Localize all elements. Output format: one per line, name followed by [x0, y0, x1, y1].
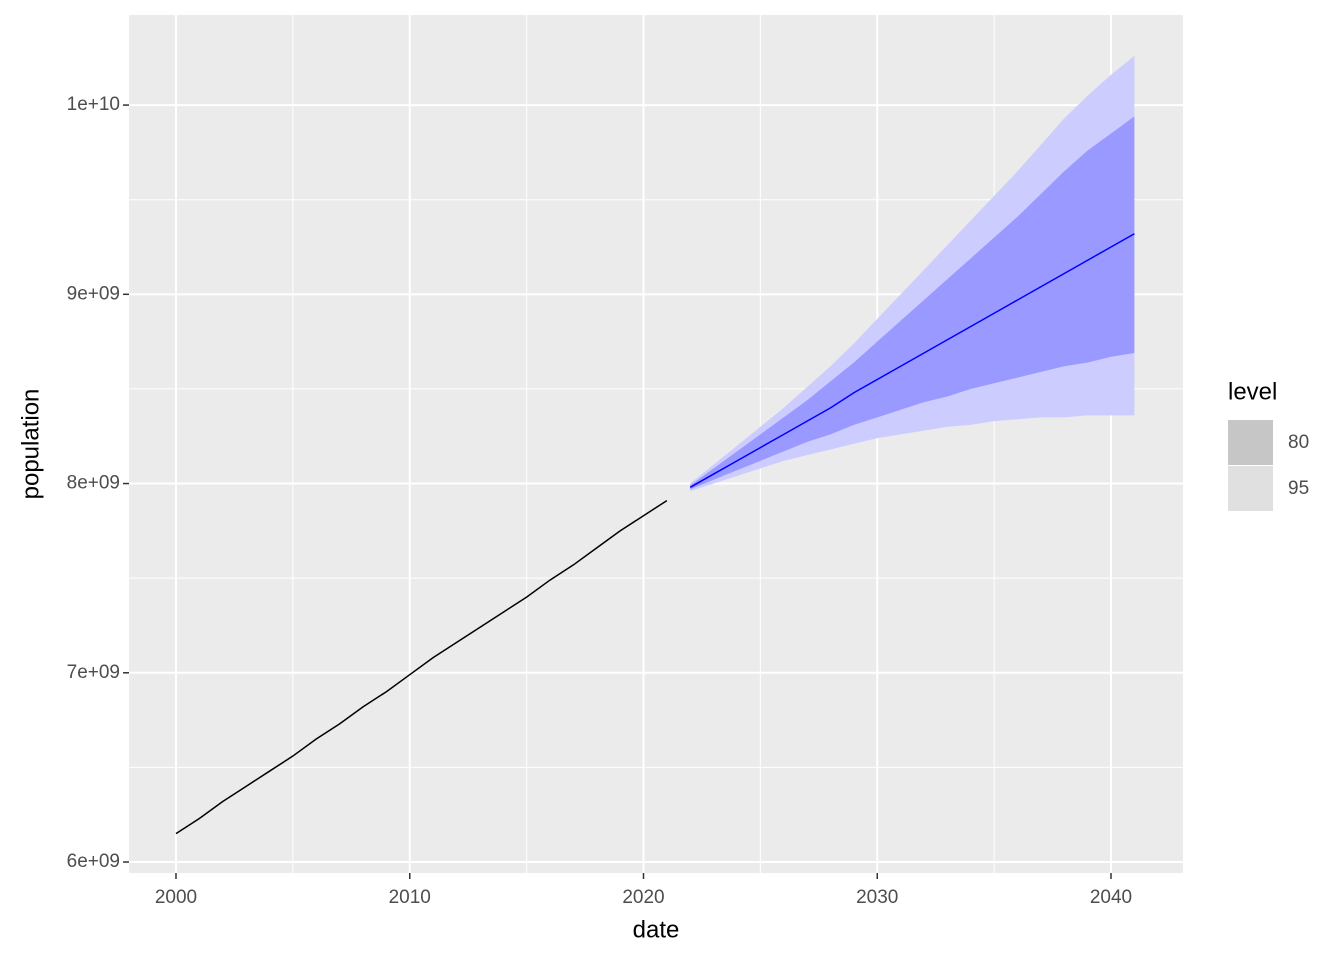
- y-tick-label: 8e+09: [67, 473, 120, 494]
- legend-label: 80: [1288, 432, 1309, 453]
- x-tick-label: 2040: [1090, 887, 1132, 908]
- x-tick-label: 2000: [155, 887, 197, 908]
- legend-swatch: [1228, 466, 1273, 511]
- y-tick-label: 7e+09: [67, 662, 120, 683]
- legend-swatch: [1228, 420, 1273, 465]
- y-axis-title: population: [17, 389, 44, 500]
- x-tick-label: 2020: [622, 887, 664, 908]
- panel: [129, 15, 1183, 873]
- forecast-line: [689, 233, 1135, 488]
- y-tick-label: 1e+10: [67, 94, 120, 115]
- interval-band: [690, 116, 1135, 490]
- y-tick-label: 9e+09: [67, 283, 120, 304]
- legend-label: 95: [1288, 478, 1309, 499]
- x-tick-label: 2010: [389, 887, 431, 908]
- x-axis-title: date: [633, 916, 680, 943]
- interval-band: [690, 55, 1135, 492]
- y-tick-label: 6e+09: [67, 851, 120, 872]
- x-tick-label: 2030: [856, 887, 898, 908]
- history-line: [175, 499, 668, 835]
- legend-title: level: [1228, 378, 1277, 405]
